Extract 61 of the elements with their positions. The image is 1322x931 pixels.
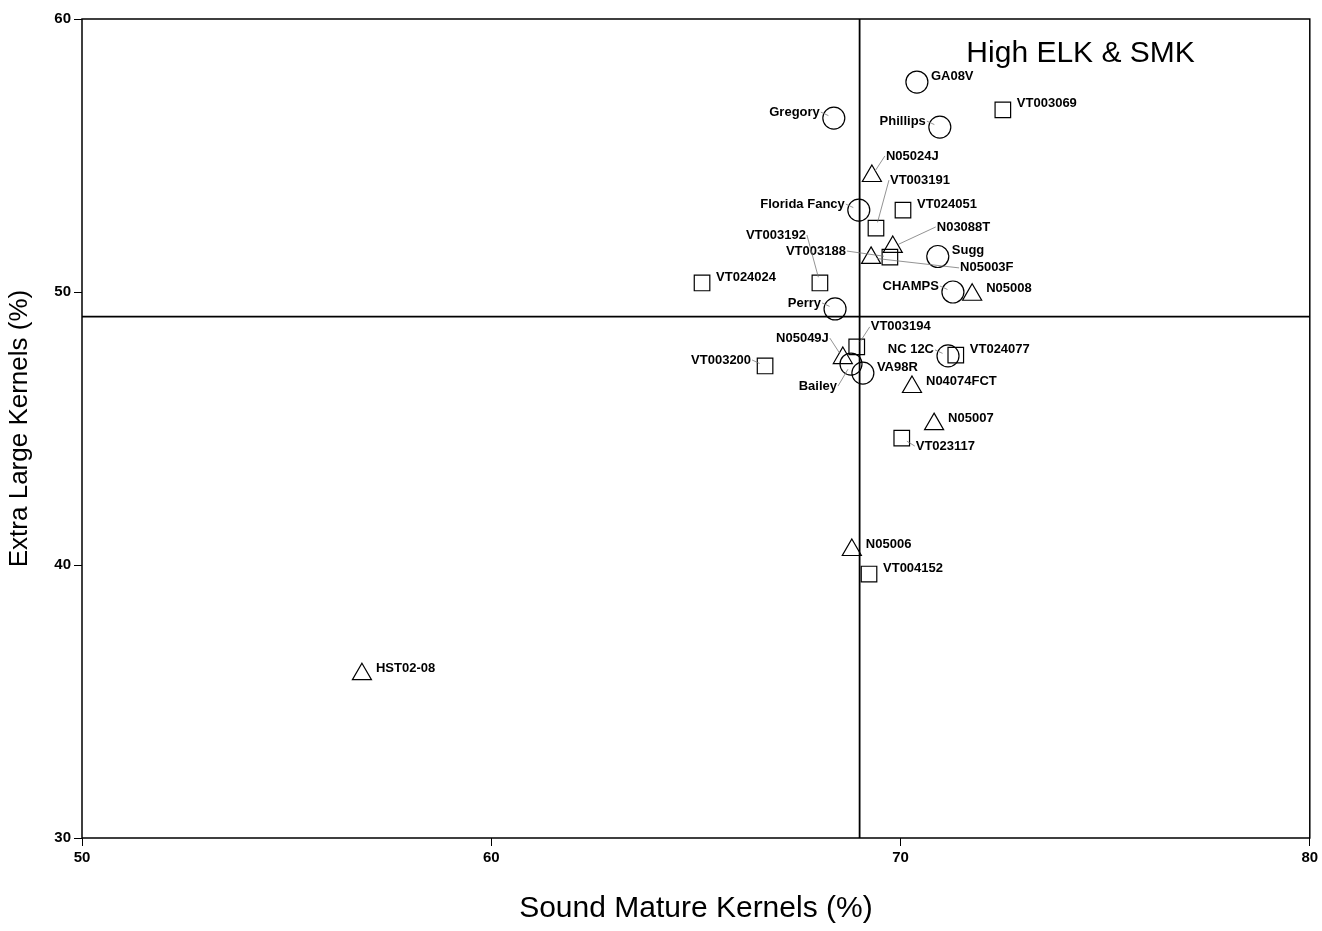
annotation: VT003188 — [785, 242, 846, 258]
annotation: VT003200 — [691, 351, 752, 367]
annotation: N05003F — [960, 259, 1014, 275]
annotation: N05024J — [885, 147, 939, 163]
x-tick-label: 50 — [73, 848, 91, 866]
annotation: Perry — [787, 294, 822, 310]
y-tick-label: 50 — [54, 282, 71, 300]
point — [881, 248, 899, 266]
point — [823, 297, 847, 321]
point — [905, 70, 929, 94]
annotation: NC 12C — [887, 341, 935, 357]
point — [941, 280, 965, 304]
text: High ELK & SMK — [966, 35, 1195, 69]
annotation: Phillips — [879, 112, 926, 128]
annotation: N03088T — [936, 218, 991, 234]
x-tick-label: 70 — [892, 848, 909, 866]
point — [860, 565, 878, 583]
annotation: VT003192 — [745, 226, 806, 242]
annotation: Bailey — [798, 377, 838, 393]
annotation: N05007 — [948, 409, 994, 425]
point — [867, 219, 885, 237]
annotation: GA08V — [930, 67, 974, 83]
point — [936, 344, 960, 368]
annotation: Sugg — [951, 242, 985, 258]
annotation: VT004152 — [883, 559, 944, 575]
y-tick-label: 30 — [54, 828, 71, 846]
y-tick-label: 60 — [54, 9, 71, 27]
point — [851, 361, 875, 385]
annotation: N05006 — [865, 535, 912, 551]
annotation: VT003069 — [1016, 95, 1077, 111]
point — [839, 352, 863, 376]
annotation: VT024077 — [969, 340, 1030, 356]
annotation: VT003194 — [870, 318, 932, 334]
point — [822, 106, 846, 130]
y-tick-label: 40 — [54, 555, 71, 573]
point — [994, 101, 1012, 119]
point — [928, 115, 952, 139]
x-axis-title: Sound Mature Kernels (%) — [519, 890, 873, 924]
annotation: VT024051 — [916, 195, 977, 211]
point — [693, 274, 711, 292]
annotation: CHAMPS — [882, 277, 940, 293]
annotation: N04074FCT — [925, 372, 997, 388]
x-tick-label: 60 — [482, 848, 500, 866]
annotation: VT023117 — [915, 437, 976, 453]
point — [893, 429, 911, 447]
point — [848, 338, 866, 356]
x-tick-label: 80 — [1301, 848, 1319, 866]
point — [756, 357, 774, 375]
annotation: Florida Fancy — [760, 195, 846, 211]
annotation: VT003191 — [889, 171, 950, 187]
annotation: VT024024 — [716, 268, 777, 284]
point — [894, 201, 912, 219]
y-axis-title: Extra Large Kernels (%) — [2, 289, 33, 568]
annotation: Gregory — [769, 103, 821, 119]
annotation: VA98R — [876, 358, 919, 374]
point — [811, 274, 829, 292]
annotation: HST02-08 — [375, 659, 436, 675]
annotation: N05049J — [776, 329, 829, 345]
annotation: N05008 — [986, 280, 1032, 296]
point — [847, 198, 871, 222]
point — [926, 244, 950, 269]
